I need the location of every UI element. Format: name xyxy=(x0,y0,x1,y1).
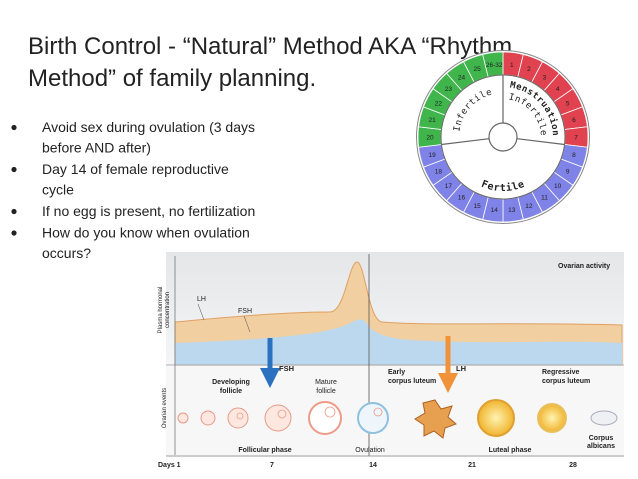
day-number: 5 xyxy=(566,101,570,108)
bullet-dot xyxy=(11,124,17,131)
ovulation: Ovulation xyxy=(355,447,385,454)
fsh-arrow-label: FSH xyxy=(279,364,294,373)
bullet-text: If no egg is present, no fertilization xyxy=(42,203,255,219)
fsh-curve xyxy=(175,319,622,365)
corpus-luteum xyxy=(414,399,457,439)
day-label: 14 xyxy=(369,462,377,469)
day-number: 8 xyxy=(572,152,576,159)
hormone-chart xyxy=(166,252,624,457)
day-number: 15 xyxy=(473,203,481,210)
early-corpus-luteum: corpus luteum xyxy=(388,378,436,385)
leader xyxy=(243,315,251,333)
day-label: 28 xyxy=(569,462,577,469)
follicle-details xyxy=(236,406,383,420)
day-number: 1 xyxy=(510,62,514,69)
bullet-text: How do you know when ovulation xyxy=(42,225,250,241)
bullet-text: occurs? xyxy=(42,245,91,261)
day-number: 4 xyxy=(556,86,560,93)
ovarian-activity: Ovarian activity xyxy=(558,263,610,270)
lh-curve-label: LH xyxy=(197,296,206,303)
day-number: 9 xyxy=(566,168,570,175)
regressive-corpus-luteum: Regressive xyxy=(542,369,579,376)
events-axis-label: Ovarian events xyxy=(162,388,168,428)
day-number: 21 xyxy=(429,117,437,124)
oocyte xyxy=(236,412,244,420)
day-number: 12 xyxy=(525,203,533,210)
day-number: 18 xyxy=(435,168,443,175)
corpus-luteum xyxy=(477,399,515,437)
day-number: 23 xyxy=(445,86,453,93)
oocyte xyxy=(373,407,383,417)
day-number: 19 xyxy=(429,152,437,159)
day-label: 21 xyxy=(468,462,476,469)
day-number: 25 xyxy=(473,66,481,73)
bullet-dot xyxy=(11,208,17,215)
title-line: Method” of family planning. xyxy=(28,65,316,92)
mature-follicle: follicle xyxy=(316,388,336,395)
day-number: 16 xyxy=(458,195,466,202)
day-number: 24 xyxy=(458,74,466,81)
corpus-albicans: albicans xyxy=(587,443,615,450)
day-number: 17 xyxy=(445,183,453,190)
early-corpus-luteum: Early xyxy=(388,369,405,376)
oocyte xyxy=(324,406,336,418)
day-number: 11 xyxy=(541,195,548,202)
luteal-phase: Luteal phase xyxy=(489,447,532,454)
fsh-curve-label: FSH xyxy=(238,308,252,315)
sector-divider xyxy=(441,138,490,146)
plasma-axis-label: Plasma hormonal xyxy=(158,287,164,334)
follicular-phase: Follicular phase xyxy=(238,447,291,454)
sector-divider xyxy=(516,138,565,146)
follicle xyxy=(264,404,292,432)
day-number: 14 xyxy=(491,207,499,214)
day-number: 22 xyxy=(435,101,443,108)
follicle xyxy=(357,402,389,434)
lh-arrow-label: LH xyxy=(456,364,466,373)
plasma-axis-label: concentration xyxy=(165,292,171,328)
day-label: Days 1 xyxy=(158,462,181,469)
bullet-dot xyxy=(11,230,17,236)
oocyte xyxy=(277,409,287,419)
title-line: Birth Control - “Natural” Method AKA “Rh… xyxy=(28,33,512,60)
fertile-label: Fertile xyxy=(480,179,526,194)
fertile-label: Fertile xyxy=(480,179,527,194)
developing-follicle: follicle xyxy=(220,388,242,395)
day-number: 3 xyxy=(543,74,547,81)
regressive-corpus-luteum: corpus luteum xyxy=(542,378,590,385)
day-number: 13 xyxy=(508,207,516,214)
day-label: 7 xyxy=(270,462,274,469)
wheel-hub xyxy=(488,122,518,152)
corpus-albicans xyxy=(590,410,618,426)
day-number: 7 xyxy=(574,135,578,142)
bullet-text: Avoid sex during ovulation (3 days xyxy=(42,119,255,135)
leader xyxy=(197,303,205,321)
bullet-dot xyxy=(11,166,17,173)
follicle xyxy=(308,401,342,435)
bullet-text: Day 14 of female reproductive xyxy=(42,161,229,177)
corpus-albicans: Corpus xyxy=(589,435,614,442)
day-number: 6 xyxy=(572,117,576,124)
follicle xyxy=(200,410,216,426)
developing-follicle: Developing xyxy=(212,379,250,386)
corpus-luteum xyxy=(537,403,567,433)
day-number: 10 xyxy=(554,183,562,190)
bullet-text: before AND after) xyxy=(42,140,151,156)
day-number: 26-32 xyxy=(486,62,503,69)
bullet-text: cycle xyxy=(42,182,74,198)
day-number: 2 xyxy=(527,66,531,73)
day-number: 20 xyxy=(426,135,434,142)
follicle xyxy=(177,412,189,424)
mature-follicle: Mature xyxy=(315,379,337,386)
